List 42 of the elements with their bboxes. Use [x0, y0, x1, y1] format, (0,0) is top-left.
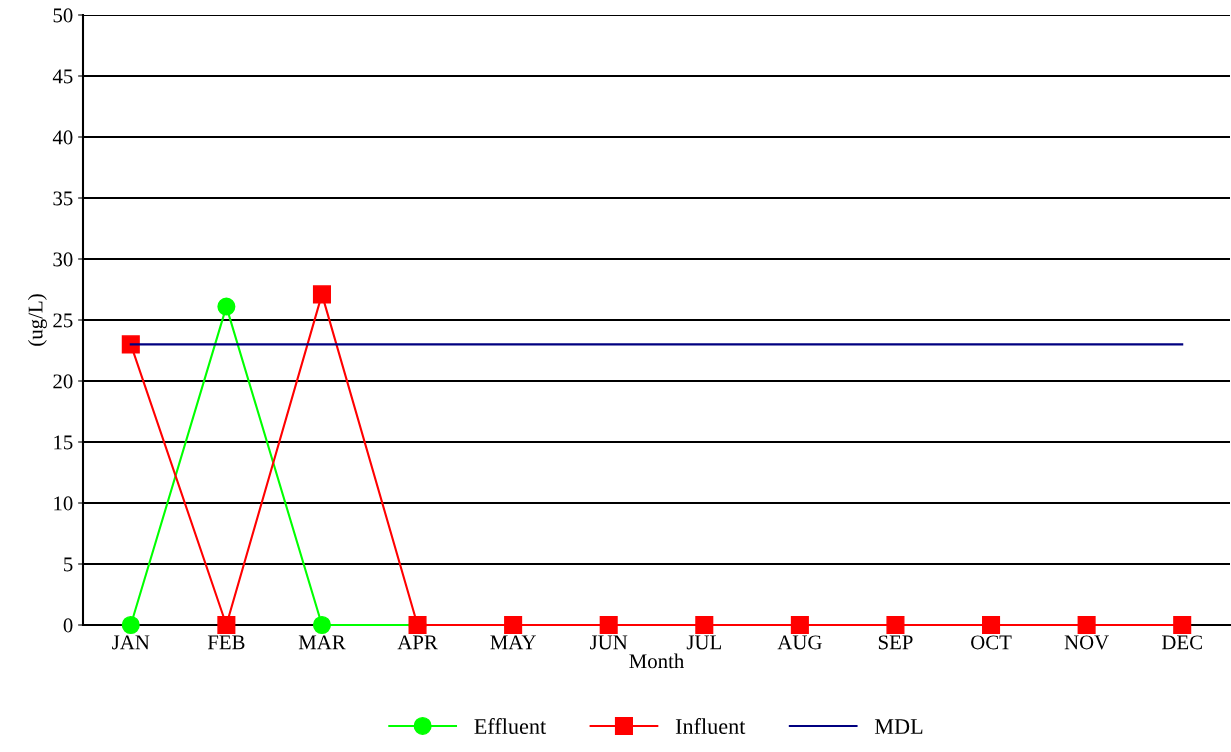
x-tick-label: OCT — [971, 635, 1012, 650]
x-tick-label: JAN — [112, 635, 150, 650]
point — [121, 615, 140, 635]
point — [695, 615, 714, 635]
point — [121, 335, 140, 354]
legend-label: Influent — [675, 718, 746, 734]
y-tick-label: 15 — [54, 435, 73, 450]
y-tick-label: 35 — [53, 191, 73, 206]
x-tick-label: NOV — [1064, 635, 1109, 650]
y-tick-label: 45 — [52, 69, 73, 84]
point — [790, 615, 809, 635]
x-tick-label: SEP — [878, 635, 913, 650]
point — [886, 615, 905, 635]
point — [312, 285, 331, 304]
x-tick-label: MAY — [490, 635, 536, 650]
x-axis-title: Month — [629, 653, 685, 669]
y-tick-label: 40 — [52, 130, 73, 145]
y-tick-label: 20 — [53, 374, 73, 389]
x-tick-label: APR — [397, 635, 438, 650]
point — [599, 615, 618, 635]
point — [1077, 615, 1096, 635]
y-tick-label: 5 — [64, 557, 73, 572]
y-tick-label: 30 — [53, 252, 73, 267]
x-tick-label: AUG — [777, 635, 822, 650]
x-tick-label: MAR — [298, 635, 346, 650]
legend-label: MDL — [874, 719, 923, 734]
x-tick-label: FEB — [207, 635, 245, 650]
point — [312, 615, 331, 635]
point — [982, 615, 1001, 635]
x-tick-label: JUL — [686, 635, 721, 650]
y-tick-label: 0 — [63, 618, 73, 633]
y-tick-label: 10 — [54, 496, 73, 511]
point — [217, 297, 236, 316]
point — [504, 615, 523, 635]
x-tick-label: JUN — [590, 635, 628, 650]
point — [217, 615, 236, 635]
legend-label: Effluent — [474, 718, 547, 734]
point — [1173, 615, 1192, 635]
x-tick-label: DEC — [1161, 635, 1202, 650]
y-tick-label: 50 — [53, 8, 73, 23]
y-tick-label: 25 — [53, 313, 73, 328]
y-axis-title: (ug/L) — [27, 294, 47, 346]
